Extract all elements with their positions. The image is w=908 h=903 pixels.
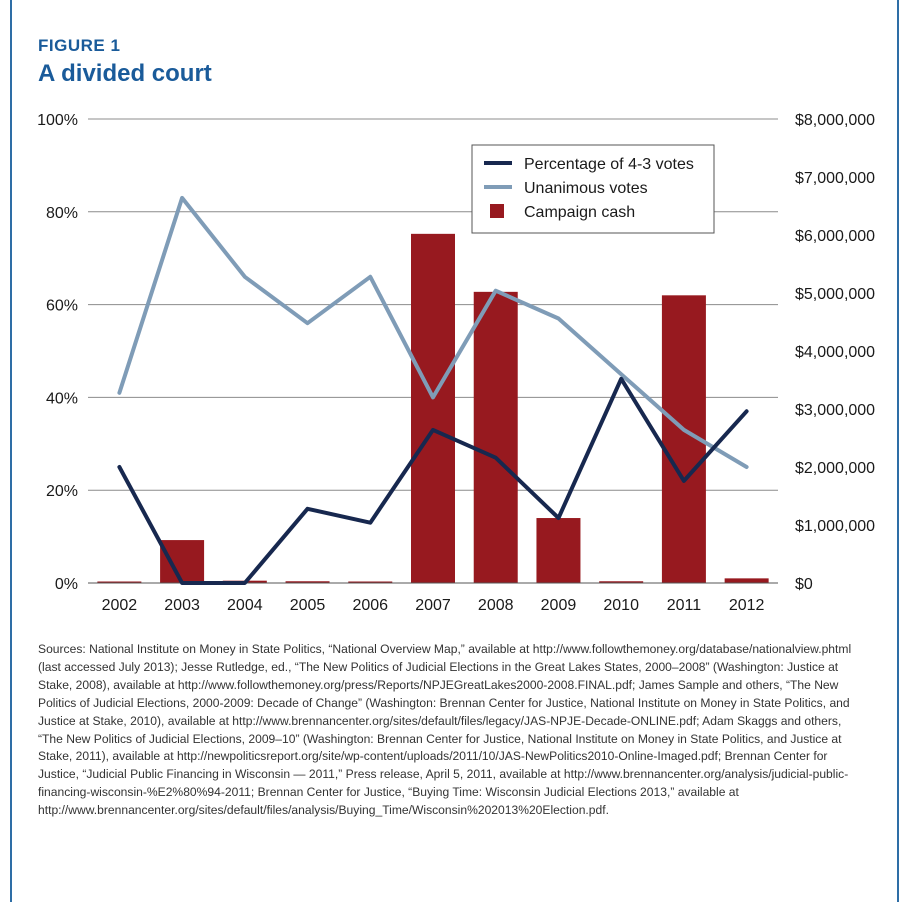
- right-axis-tick-label: $7,000,000: [795, 170, 875, 187]
- right-axis-tick-label: $8,000,000: [795, 112, 875, 129]
- left-axis-tick-label: 40%: [46, 390, 78, 407]
- legend-box: [471, 144, 715, 234]
- right-axis-tick-label: $6,000,000: [795, 228, 875, 245]
- x-axis-tick-label: 2007: [415, 597, 451, 614]
- right-axis-tick-label: $3,000,000: [795, 402, 875, 419]
- legend-label: Percentage of 4-3 votes: [524, 156, 694, 173]
- series-line-unanimous-votes: [117, 195, 749, 469]
- legend-bar-swatch: [490, 204, 504, 218]
- x-axis-tick-label: 2006: [352, 597, 388, 614]
- x-axis-tick-label: 2012: [729, 597, 765, 614]
- figure-title: A divided court: [38, 60, 212, 87]
- x-axis-tick-label: 2004: [227, 597, 263, 614]
- x-axis-tick-label: 2009: [541, 597, 577, 614]
- legend-label: Unanimous votes: [524, 180, 648, 197]
- left-axis-tick-label: 80%: [46, 205, 78, 222]
- campaign-cash-bar: [724, 578, 769, 583]
- campaign-cash-bar: [97, 581, 142, 583]
- x-axis-tick-label: 2011: [667, 597, 702, 614]
- figure-label: FIGURE 1: [38, 36, 121, 55]
- left-axis-tick-label: 100%: [37, 112, 78, 129]
- campaign-cash-bar: [348, 581, 393, 583]
- left-axis-tick-label: 20%: [46, 483, 78, 500]
- x-axis-tick-label: 2008: [478, 597, 514, 614]
- sources-note: Sources: National Institute on Money in …: [38, 642, 852, 818]
- right-axis-tick-label: $0: [795, 576, 813, 593]
- right-axis-tick-label: $2,000,000: [795, 460, 875, 477]
- campaign-cash-bar: [160, 540, 205, 583]
- campaign-cash-bar: [411, 233, 455, 583]
- left-axis-tick-label: 0%: [55, 576, 78, 593]
- x-axis-tick-label: 2003: [164, 597, 200, 614]
- legend-label: Campaign cash: [524, 204, 635, 221]
- figure-frame: [10, 0, 899, 902]
- right-axis-tick-label: $1,000,000: [795, 518, 875, 535]
- campaign-cash-bar: [536, 518, 581, 583]
- right-axis-tick-label: $4,000,000: [795, 344, 875, 361]
- x-axis-tick-label: 2010: [603, 597, 639, 614]
- series-line-4-3-votes: [117, 376, 749, 585]
- right-axis-tick-label: $5,000,000: [795, 286, 875, 303]
- x-axis-tick-label: 2005: [290, 597, 326, 614]
- campaign-cash-bar: [599, 581, 644, 583]
- campaign-cash-bar: [473, 291, 518, 583]
- chart: 0% 20% 40% 60% 80% 100% $0 $1,000,000 $2,000,000…: [37, 112, 875, 614]
- campaign-cash-bar: [285, 581, 330, 583]
- x-axis-tick-label: 2002: [102, 597, 138, 614]
- left-axis-tick-label: 60%: [46, 298, 78, 315]
